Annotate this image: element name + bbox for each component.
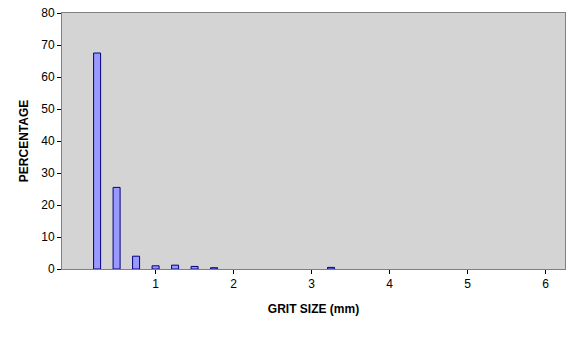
svg-text:30: 30 (41, 166, 55, 180)
svg-text:PERCENTAGE: PERCENTAGE (17, 100, 31, 182)
svg-text:GRIT SIZE (mm): GRIT SIZE (mm) (268, 302, 359, 316)
svg-text:4: 4 (386, 277, 393, 291)
svg-text:3: 3 (308, 277, 315, 291)
svg-text:2: 2 (230, 277, 237, 291)
svg-text:5: 5 (464, 277, 471, 291)
svg-text:10: 10 (41, 230, 55, 244)
svg-text:80: 80 (41, 6, 55, 20)
svg-text:1: 1 (152, 277, 159, 291)
svg-text:50: 50 (41, 102, 55, 116)
svg-text:6: 6 (542, 277, 549, 291)
svg-text:40: 40 (41, 134, 55, 148)
svg-text:0: 0 (48, 262, 55, 276)
svg-text:60: 60 (41, 70, 55, 84)
svg-text:20: 20 (41, 198, 55, 212)
svg-text:70: 70 (41, 38, 55, 52)
